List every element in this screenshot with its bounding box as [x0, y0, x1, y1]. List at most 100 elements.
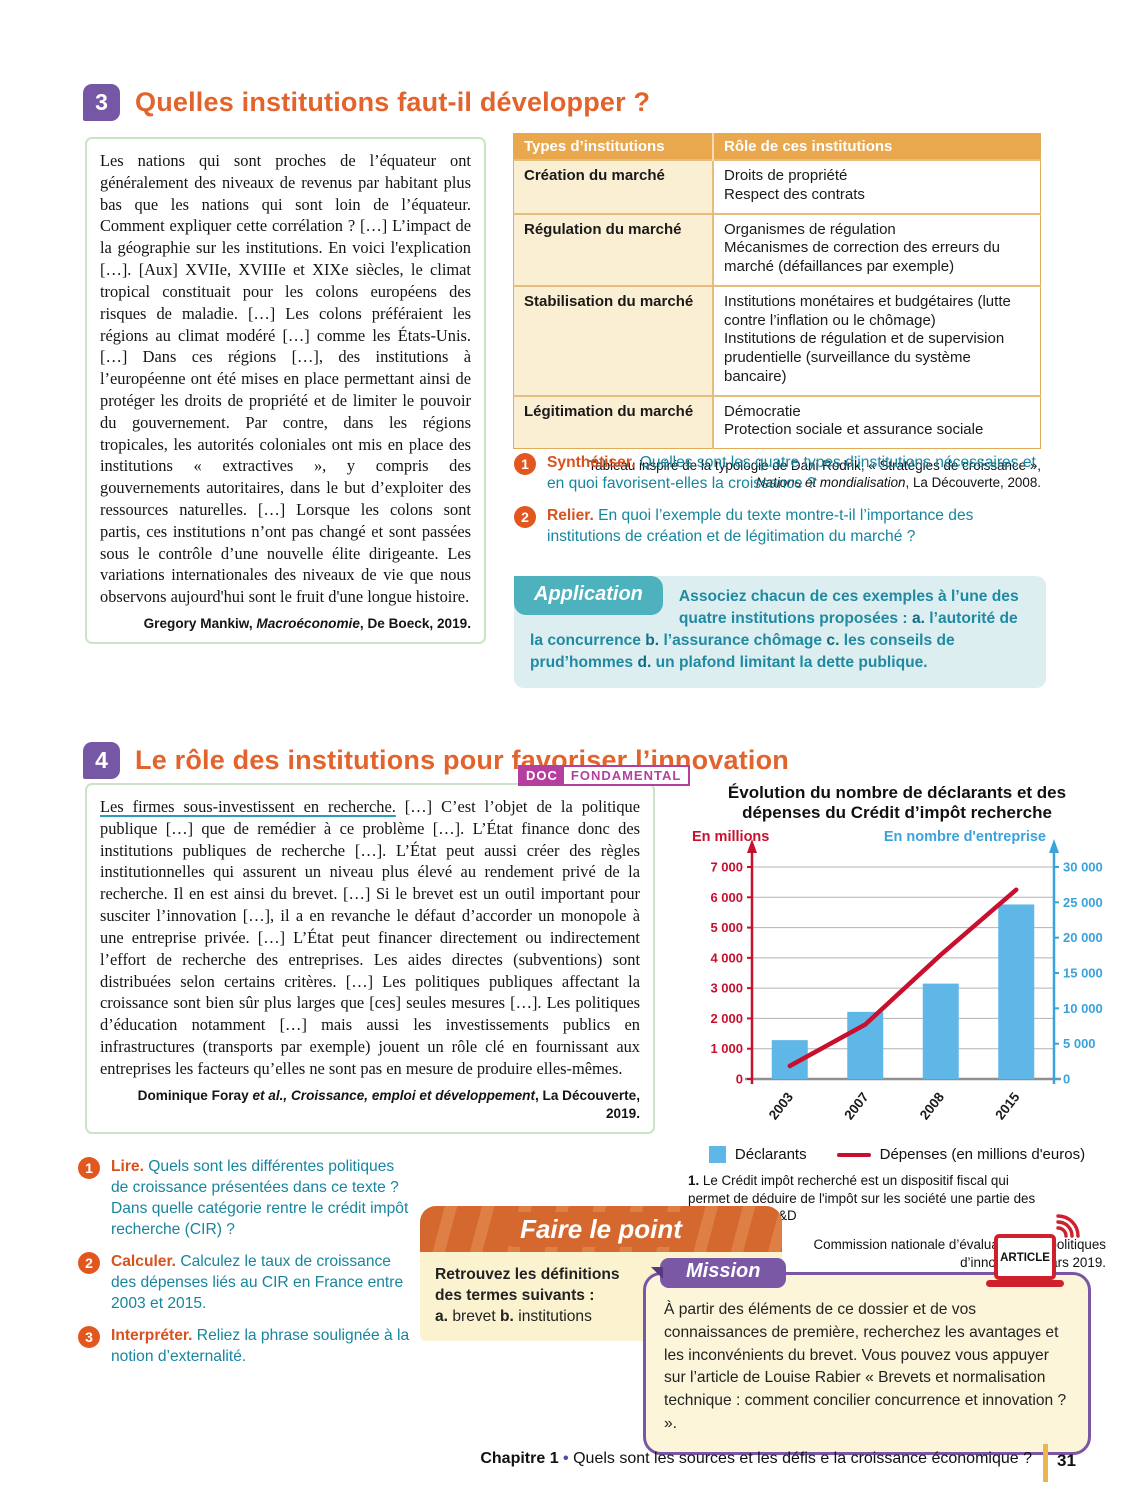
section4-title: Le rôle des institutions pour favoriser … [135, 745, 789, 775]
article-label: ARTICLE [1000, 1252, 1050, 1264]
question-item: 3 Interpréter. Reliez la phrase souligné… [78, 1325, 410, 1367]
svg-text:10 000: 10 000 [1063, 1001, 1103, 1016]
svg-text:30 000: 30 000 [1063, 860, 1103, 875]
question-number-badge: 1 [78, 1157, 100, 1179]
legend-label: Dépenses (en millions d'euros) [879, 1146, 1086, 1164]
row-type: Création du marché [513, 159, 714, 214]
article-laptop-icon: ARTICLE [980, 1208, 1084, 1301]
role-item: Mécanismes de correction des erreurs du … [724, 239, 1000, 275]
role-item: Démocratie [724, 402, 801, 420]
svg-text:15 000: 15 000 [1063, 966, 1103, 981]
doc-badge-label: FONDAMENTAL [570, 768, 682, 783]
source-publisher: , De Boeck, 2019. [359, 616, 471, 632]
doc-badge-doc: DOC [520, 767, 564, 784]
role-item: Droits de propriété [724, 167, 848, 184]
chart-title: Évolution du nombre de déclarants et des… [727, 783, 1067, 823]
svg-text:6 000: 6 000 [710, 890, 743, 905]
question-verb: Relier. [547, 507, 594, 525]
caption-end: , La Découverte, 2008. [905, 475, 1041, 491]
role-item: Organismes de régulation [724, 220, 896, 238]
foray-quote-source: Dominique Foray et al., Croissance, empl… [100, 1087, 640, 1123]
cir-chart: 0 1 000 2 000 3 000 4 000 5 000 6 000 7 000 En m… [688, 825, 1106, 1146]
question-text: Calculer. Calculez le taux de croissance… [111, 1251, 410, 1314]
section3-number-badge: 3 [83, 84, 120, 121]
legend-label: Déclarants [734, 1146, 807, 1164]
svg-text:5 000: 5 000 [1063, 1036, 1096, 1051]
application-item-text: l’autorité de la concurrence [530, 610, 1018, 650]
flp-line2: des termes suivants : [435, 1287, 595, 1305]
svg-text:En millions: En millions [692, 829, 769, 845]
mission-text: À partir des éléments de ce dossier et d… [664, 1301, 1067, 1432]
application-letter: c. [826, 632, 840, 650]
chart-legend: Déclarants Dépenses (en millions d'euros… [688, 1146, 1106, 1164]
role-item: Institutions de régulation et de supervi… [724, 330, 1005, 385]
question-text: Relier. En quoi l’exemple du texte montr… [547, 505, 1046, 547]
application-tab: Application [514, 576, 663, 616]
question-text: Lire. Quels sont les différentes politiq… [111, 1156, 410, 1240]
doc-fondamental-badge: DOC FONDAMENTAL [518, 765, 691, 786]
svg-text:5 000: 5 000 [710, 920, 743, 935]
page-number: 31 [1057, 1451, 1076, 1470]
question-item: 2 Relier. En quoi l’exemple du texte mon… [514, 505, 1046, 547]
legend-declarants: Déclarants [708, 1146, 807, 1164]
table-row: Régulation du marché Organismes de régul… [513, 212, 1041, 286]
mission-box: Mission À partir des éléments de ce doss… [643, 1258, 1091, 1455]
line-swatch-icon [836, 1152, 871, 1157]
source-publisher: , La Découverte, 2019. [534, 1087, 640, 1121]
question-body: En quoi l’exemple du texte montre-t-il l… [547, 507, 974, 546]
section3-questions: 1 Synthétiser. Quelles sont les quatre t… [514, 452, 1046, 558]
svg-text:2003: 2003 [766, 1089, 797, 1122]
section3-header: 3 Quelles institutions faut-il développe… [83, 84, 650, 121]
footnote-number: 1. [688, 1173, 700, 1189]
row-roles: Organismes de régulation Mécanismes de c… [713, 212, 1041, 286]
row-type: Stabilisation du marché [513, 284, 714, 396]
svg-text:20 000: 20 000 [1063, 930, 1103, 945]
foray-quote-underlined: Les firmes sous-investissent en recherch… [100, 797, 396, 816]
mankiw-quote-source: Gregory Mankiw, Macroéconomie, De Boeck,… [100, 615, 471, 633]
svg-text:25 000: 25 000 [1063, 895, 1103, 910]
application-letter: d. [637, 654, 652, 672]
footer-title: Quels sont les sources et les défis e la… [573, 1450, 1032, 1467]
table-row: Création du marché Droits de propriété R… [513, 159, 1041, 214]
svg-text:2 000: 2 000 [710, 1011, 743, 1026]
term-letter: b. [500, 1308, 514, 1326]
question-item: 2 Calculer. Calculez le taux de croissan… [78, 1251, 410, 1314]
footer-chapter: Chapitre 1 [480, 1450, 559, 1467]
table-header-types: Types d’institutions [513, 133, 713, 160]
section4-questions: 1 Lire. Quels sont les différentes polit… [78, 1156, 410, 1378]
application-letter: a. [911, 610, 925, 628]
page-number-bar [1043, 1444, 1048, 1482]
row-type: Légitimation du marché [513, 394, 714, 449]
source-author: Gregory Mankiw, [143, 616, 257, 632]
role-item: Institutions monétaires et budgétaires (… [724, 292, 1011, 329]
section3-title: Quelles institutions faut-il développer … [135, 87, 651, 117]
faire-le-point-title: Faire le point [508, 1211, 694, 1247]
svg-text:2015: 2015 [992, 1089, 1023, 1122]
source-author: Dominique Foray [137, 1087, 253, 1103]
application-box: Application Associez chacun de ces exemp… [514, 576, 1046, 688]
source-book-title: Macroéconomie [256, 616, 360, 632]
term-letter: a. [435, 1308, 449, 1326]
foray-quote-text: […] C’est l’objet de la politique publiq… [100, 797, 640, 1078]
question-number-badge: 1 [514, 453, 536, 475]
application-item-text: un plafond limitant la dette publique. [651, 654, 928, 672]
question-verb: Interpréter. [111, 1327, 193, 1345]
application-item-text: les conseils de prud’hommes [530, 632, 955, 672]
svg-text:3 000: 3 000 [710, 981, 743, 996]
question-item: 1 Synthétiser. Quelles sont les quatre t… [514, 452, 1046, 494]
svg-text:0: 0 [736, 1072, 743, 1087]
footer: Chapitre 1 • Quels sont les sources et l… [0, 1450, 1032, 1468]
question-body: Calculez le taux de croissance des dépen… [111, 1253, 404, 1313]
role-item: Protection sociale et assurance sociale [724, 421, 984, 439]
section4-number-badge: 4 [83, 742, 120, 779]
row-roles: Institutions monétaires et budgétaires (… [713, 284, 1041, 396]
foray-quote-box: Les firmes sous-investissent en recherch… [85, 783, 655, 1134]
term-word: brevet [448, 1308, 501, 1326]
application-item-text: l’assurance chômage [659, 632, 827, 650]
section4-header: 4 Le rôle des institutions pour favorise… [83, 742, 789, 779]
flp-line1: Retrouvez les définitions [435, 1266, 620, 1283]
row-roles: Droits de propriété Respect des contrats [713, 159, 1041, 214]
legend-depenses: Dépenses (en millions d'euros) [836, 1146, 1086, 1164]
caption-book: Nations et mondialisation [755, 475, 906, 491]
svg-text:4 000: 4 000 [710, 950, 743, 965]
